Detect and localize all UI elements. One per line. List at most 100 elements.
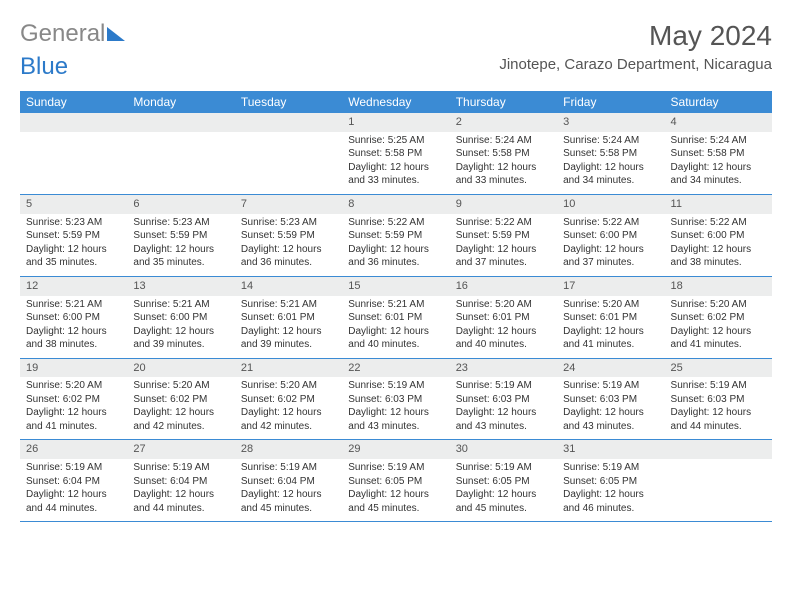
calendar-week-row: 19Sunrise: 5:20 AMSunset: 6:02 PMDayligh…	[20, 358, 772, 440]
day-cell: 30Sunrise: 5:19 AMSunset: 6:05 PMDayligh…	[450, 440, 557, 522]
day-cell: 29Sunrise: 5:19 AMSunset: 6:05 PMDayligh…	[342, 440, 449, 522]
logo: General	[20, 20, 125, 48]
daylight-line: Daylight: 12 hours and 42 minutes.	[133, 406, 228, 433]
sunrise-line: Sunrise: 5:21 AM	[241, 298, 336, 312]
calendar-week-row: 1Sunrise: 5:25 AMSunset: 5:58 PMDaylight…	[20, 113, 772, 194]
daylight-line: Daylight: 12 hours and 34 minutes.	[671, 161, 766, 188]
day-number: 24	[557, 359, 664, 378]
day-details	[127, 132, 234, 188]
day-cell: 11Sunrise: 5:22 AMSunset: 6:00 PMDayligh…	[665, 194, 772, 276]
day-cell: 1Sunrise: 5:25 AMSunset: 5:58 PMDaylight…	[342, 113, 449, 194]
day-details: Sunrise: 5:19 AMSunset: 6:03 PMDaylight:…	[342, 377, 449, 439]
sunrise-line: Sunrise: 5:19 AM	[671, 379, 766, 393]
sunset-line: Sunset: 5:58 PM	[563, 147, 658, 161]
day-number: 3	[557, 113, 664, 132]
day-cell: 10Sunrise: 5:22 AMSunset: 6:00 PMDayligh…	[557, 194, 664, 276]
weekday-header-cell: Thursday	[450, 91, 557, 113]
daylight-line: Daylight: 12 hours and 34 minutes.	[563, 161, 658, 188]
day-cell	[665, 440, 772, 522]
weekday-header-cell: Wednesday	[342, 91, 449, 113]
day-cell: 5Sunrise: 5:23 AMSunset: 5:59 PMDaylight…	[20, 194, 127, 276]
sunrise-line: Sunrise: 5:24 AM	[456, 134, 551, 148]
day-details: Sunrise: 5:21 AMSunset: 6:01 PMDaylight:…	[235, 296, 342, 358]
day-cell: 13Sunrise: 5:21 AMSunset: 6:00 PMDayligh…	[127, 276, 234, 358]
sunset-line: Sunset: 6:03 PM	[563, 393, 658, 407]
logo-text-general: General	[20, 20, 105, 48]
day-number: 12	[20, 277, 127, 296]
day-details: Sunrise: 5:19 AMSunset: 6:03 PMDaylight:…	[450, 377, 557, 439]
day-cell: 24Sunrise: 5:19 AMSunset: 6:03 PMDayligh…	[557, 358, 664, 440]
calendar-table: SundayMondayTuesdayWednesdayThursdayFrid…	[20, 91, 772, 522]
daylight-line: Daylight: 12 hours and 44 minutes.	[26, 488, 121, 515]
day-cell	[20, 113, 127, 194]
day-details: Sunrise: 5:21 AMSunset: 6:00 PMDaylight:…	[20, 296, 127, 358]
day-cell: 14Sunrise: 5:21 AMSunset: 6:01 PMDayligh…	[235, 276, 342, 358]
day-cell: 17Sunrise: 5:20 AMSunset: 6:01 PMDayligh…	[557, 276, 664, 358]
day-number: 8	[342, 195, 449, 214]
day-details	[235, 132, 342, 188]
day-cell: 3Sunrise: 5:24 AMSunset: 5:58 PMDaylight…	[557, 113, 664, 194]
sunset-line: Sunset: 5:58 PM	[348, 147, 443, 161]
day-number	[127, 113, 234, 132]
sunset-line: Sunset: 6:05 PM	[563, 475, 658, 489]
sunset-line: Sunset: 6:02 PM	[241, 393, 336, 407]
day-number: 5	[20, 195, 127, 214]
day-details: Sunrise: 5:25 AMSunset: 5:58 PMDaylight:…	[342, 132, 449, 194]
sunrise-line: Sunrise: 5:19 AM	[26, 461, 121, 475]
daylight-line: Daylight: 12 hours and 41 minutes.	[563, 325, 658, 352]
day-number: 16	[450, 277, 557, 296]
day-cell: 15Sunrise: 5:21 AMSunset: 6:01 PMDayligh…	[342, 276, 449, 358]
daylight-line: Daylight: 12 hours and 39 minutes.	[241, 325, 336, 352]
sunrise-line: Sunrise: 5:22 AM	[563, 216, 658, 230]
daylight-line: Daylight: 12 hours and 35 minutes.	[133, 243, 228, 270]
logo-text-blue: Blue	[20, 53, 68, 80]
day-cell	[235, 113, 342, 194]
day-cell: 22Sunrise: 5:19 AMSunset: 6:03 PMDayligh…	[342, 358, 449, 440]
day-number: 17	[557, 277, 664, 296]
day-number: 18	[665, 277, 772, 296]
day-cell: 23Sunrise: 5:19 AMSunset: 6:03 PMDayligh…	[450, 358, 557, 440]
day-details: Sunrise: 5:22 AMSunset: 6:00 PMDaylight:…	[557, 214, 664, 276]
day-details: Sunrise: 5:21 AMSunset: 6:00 PMDaylight:…	[127, 296, 234, 358]
calendar-week-row: 12Sunrise: 5:21 AMSunset: 6:00 PMDayligh…	[20, 276, 772, 358]
day-number: 13	[127, 277, 234, 296]
day-cell	[127, 113, 234, 194]
sunrise-line: Sunrise: 5:20 AM	[133, 379, 228, 393]
day-cell: 16Sunrise: 5:20 AMSunset: 6:01 PMDayligh…	[450, 276, 557, 358]
day-cell: 4Sunrise: 5:24 AMSunset: 5:58 PMDaylight…	[665, 113, 772, 194]
day-number	[20, 113, 127, 132]
day-number: 31	[557, 440, 664, 459]
day-number: 1	[342, 113, 449, 132]
day-details: Sunrise: 5:20 AMSunset: 6:01 PMDaylight:…	[450, 296, 557, 358]
sunset-line: Sunset: 6:03 PM	[348, 393, 443, 407]
sunrise-line: Sunrise: 5:19 AM	[348, 379, 443, 393]
day-details: Sunrise: 5:19 AMSunset: 6:05 PMDaylight:…	[450, 459, 557, 521]
day-details: Sunrise: 5:20 AMSunset: 6:02 PMDaylight:…	[235, 377, 342, 439]
sunset-line: Sunset: 6:05 PM	[348, 475, 443, 489]
day-details: Sunrise: 5:22 AMSunset: 5:59 PMDaylight:…	[342, 214, 449, 276]
day-cell: 9Sunrise: 5:22 AMSunset: 5:59 PMDaylight…	[450, 194, 557, 276]
sunset-line: Sunset: 6:02 PM	[133, 393, 228, 407]
day-number: 22	[342, 359, 449, 378]
sunset-line: Sunset: 5:59 PM	[133, 229, 228, 243]
sunset-line: Sunset: 6:05 PM	[456, 475, 551, 489]
day-number: 10	[557, 195, 664, 214]
daylight-line: Daylight: 12 hours and 36 minutes.	[241, 243, 336, 270]
month-title: May 2024	[499, 20, 772, 52]
sunrise-line: Sunrise: 5:19 AM	[241, 461, 336, 475]
day-details: Sunrise: 5:24 AMSunset: 5:58 PMDaylight:…	[557, 132, 664, 194]
sunset-line: Sunset: 6:00 PM	[563, 229, 658, 243]
daylight-line: Daylight: 12 hours and 33 minutes.	[348, 161, 443, 188]
day-details: Sunrise: 5:20 AMSunset: 6:02 PMDaylight:…	[127, 377, 234, 439]
sunset-line: Sunset: 6:01 PM	[456, 311, 551, 325]
weekday-header-cell: Saturday	[665, 91, 772, 113]
sunrise-line: Sunrise: 5:24 AM	[671, 134, 766, 148]
sunrise-line: Sunrise: 5:19 AM	[563, 461, 658, 475]
day-cell: 19Sunrise: 5:20 AMSunset: 6:02 PMDayligh…	[20, 358, 127, 440]
daylight-line: Daylight: 12 hours and 37 minutes.	[563, 243, 658, 270]
sunrise-line: Sunrise: 5:23 AM	[26, 216, 121, 230]
weekday-header-row: SundayMondayTuesdayWednesdayThursdayFrid…	[20, 91, 772, 113]
sunrise-line: Sunrise: 5:23 AM	[241, 216, 336, 230]
daylight-line: Daylight: 12 hours and 37 minutes.	[456, 243, 551, 270]
day-details	[665, 459, 772, 515]
